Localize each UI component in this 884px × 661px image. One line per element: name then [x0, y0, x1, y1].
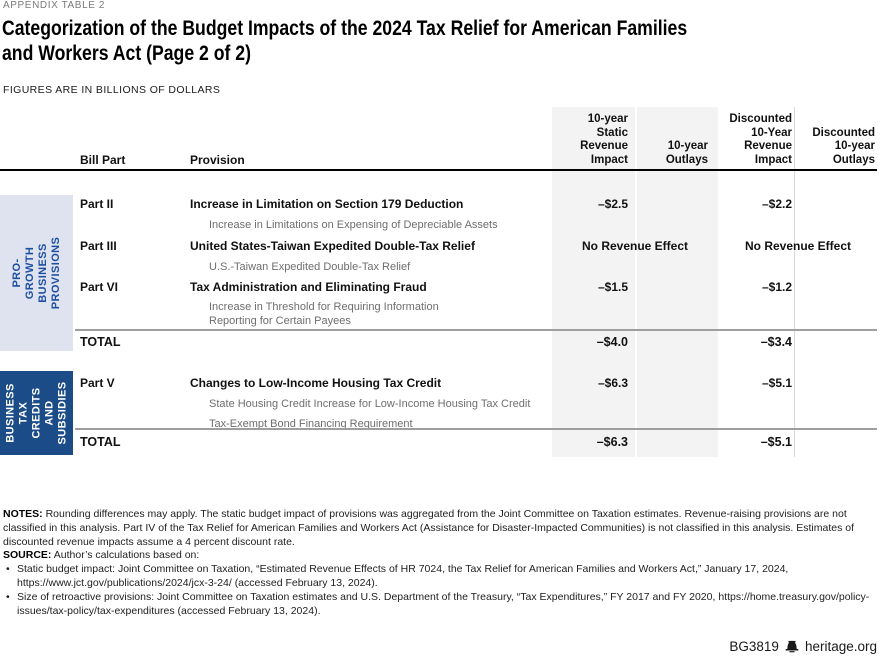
liberty-bell-icon	[785, 640, 799, 653]
group-label-business-tax-credits: BUSINESS TAX CREDITS AND SUBSIDIES	[4, 381, 68, 445]
bill-part-cell: Part II	[80, 197, 114, 211]
sub-provision-cell: Tax-Exempt Bond Financing Requirement	[209, 418, 413, 430]
static-impact-cell: –$1.5	[597, 280, 628, 294]
total-label: TOTAL	[80, 435, 121, 449]
document-id: BG3819	[729, 639, 779, 654]
notes-label: NOTES:	[3, 508, 43, 520]
total-divider	[75, 329, 877, 331]
bill-part-cell: Part V	[80, 376, 115, 390]
header-rule	[0, 169, 877, 171]
no-revenue-effect-note-right: No Revenue Effect	[744, 239, 852, 253]
footer: BG3819 heritage.org	[729, 639, 877, 654]
sub-provision-cell: Increase in Limitations on Expensing of …	[209, 219, 498, 231]
group-box-business-tax-credits: BUSINESS TAX CREDITS AND SUBSIDIES	[0, 371, 73, 455]
provision-cell: Increase in Limitation on Section 179 De…	[190, 197, 464, 211]
total-static-impact: –$4.0	[596, 335, 628, 349]
notes-paragraph: NOTES: Rounding differences may apply. T…	[3, 508, 880, 549]
sub-provision-cell: Increase in Threshold for Requiring Info…	[209, 301, 439, 327]
source-line: SOURCE: Author’s calculations based on:	[3, 549, 880, 563]
source-bullet: Size of retroactive provisions: Joint Co…	[3, 591, 880, 619]
sub-provision-cell: U.S.-Taiwan Expedited Double-Tax Relief	[209, 261, 411, 273]
total-divider	[75, 428, 877, 430]
source-bullet: Static budget impact: Joint Committee on…	[3, 563, 880, 591]
column-divider-1	[635, 107, 637, 457]
static-impact-cell: –$2.5	[597, 197, 628, 211]
page-title: Categorization of the Budget Impacts of …	[2, 17, 688, 65]
no-revenue-effect-note-left: No Revenue Effect	[581, 239, 689, 253]
sub-provision-cell: State Housing Credit Increase for Low-In…	[209, 398, 531, 410]
total-discounted-impact: –$3.4	[760, 335, 792, 349]
column-divider-2	[794, 107, 795, 457]
total-discounted-impact: –$5.1	[760, 435, 792, 449]
source-intro: Author’s calculations based on:	[53, 549, 200, 562]
column-header-outlays: 10-year Outlays	[665, 140, 708, 166]
notes-block: NOTES: Rounding differences may apply. T…	[3, 508, 880, 618]
provision-cell: United States-Taiwan Expedited Double-Ta…	[190, 239, 475, 253]
units-note: FIGURES ARE IN BILLIONS OF DOLLARS	[3, 84, 221, 96]
site-name: heritage.org	[804, 639, 877, 654]
bill-part-cell: Part III	[80, 239, 117, 253]
total-static-impact: –$6.3	[596, 435, 628, 449]
column-header-discounted-impact: Discounted 10-Year Revenue Impact	[729, 113, 792, 166]
group-box-pro-growth: PRO-GROWTH BUSINESS PROVISIONS	[0, 195, 73, 351]
source-label: SOURCE:	[3, 549, 52, 562]
static-impact-cell: –$6.3	[597, 376, 628, 390]
column-header-discounted-outlays: Discounted 10-year Outlays	[812, 126, 875, 166]
group-label-pro-growth: PRO-GROWTH BUSINESS PROVISIONS	[10, 236, 62, 310]
column-header-provision: Provision	[190, 153, 245, 167]
total-label: TOTAL	[80, 335, 121, 349]
bill-part-cell: Part VI	[80, 280, 119, 294]
notes-text: Rounding differences may apply. The stat…	[3, 508, 855, 548]
discounted-impact-cell: –$1.2	[761, 280, 792, 294]
column-header-bill-part: Bill Part	[80, 153, 126, 167]
column-header-static-impact: 10-year Static Revenue Impact	[580, 113, 628, 166]
discounted-impact-cell: –$2.2	[761, 197, 792, 211]
budget-impacts-table: Bill Part Provision 10-year Static Reven…	[0, 107, 884, 457]
provision-cell: Tax Administration and Eliminating Fraud	[190, 280, 427, 294]
discounted-impact-cell: –$5.1	[761, 376, 792, 390]
provision-cell: Changes to Low-Income Housing Tax Credit	[190, 376, 442, 390]
appendix-label: APPENDIX TABLE 2	[3, 0, 106, 11]
